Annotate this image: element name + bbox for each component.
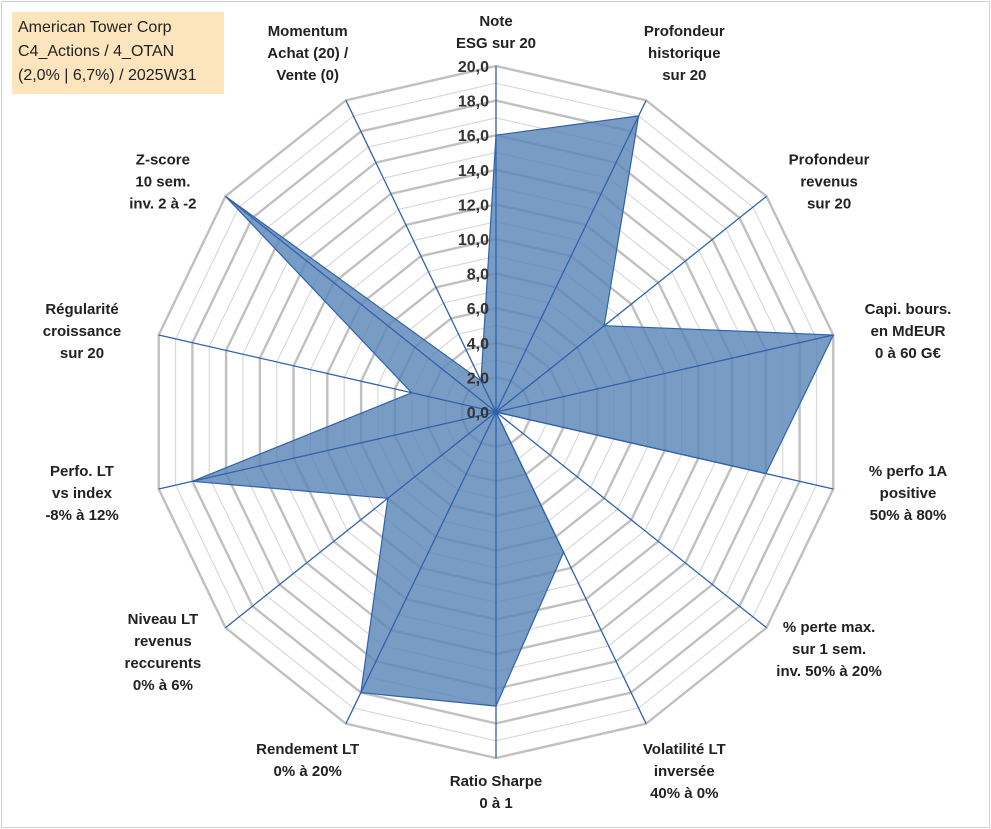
radar-tick-label: 10,0: [458, 232, 489, 249]
radar-spoke: [495, 334, 834, 413]
radar-axis-label-line: 0 à 1: [479, 795, 512, 812]
radar-axis-label-line: positive: [880, 485, 937, 502]
radar-spoke: [495, 411, 834, 490]
radar-axis-label-line: 0 à 60 G€: [875, 345, 942, 362]
radar-axis-label-line: inv. 50% à 20%: [776, 663, 882, 680]
radar-axis-label-line: Rendement LT: [256, 741, 359, 758]
radar-axis-label-line: 0% à 6%: [133, 677, 193, 694]
radar-axis-label: % perte max. sur 1 sem. inv. 50% à 20%: [776, 619, 882, 680]
radar-axis-label-line: revenus: [800, 174, 858, 191]
radar-axis-label: Volatilité LT inversée 40% à 0%: [643, 741, 726, 802]
radar-axis-label: Perfo. LT vs index -8% à 12%: [45, 463, 118, 524]
radar-axis-label-line: % perfo 1A: [869, 463, 948, 480]
radar-axis-label: Rendement LT 0% à 20%: [256, 741, 359, 780]
radar-spoke: [158, 411, 497, 490]
radar-spoke: [495, 195, 767, 413]
radar-axis-label-line: inv. 2 à -2: [129, 196, 196, 213]
info-box-company: American Tower Corp: [18, 19, 172, 36]
radar-series: [192, 115, 835, 707]
radar-axis-label: Régularité croissance sur 20: [43, 301, 121, 362]
radar-axis-label: Ratio Sharpe 0 à 1: [450, 773, 543, 812]
radar-axis-label-line: Niveau LT: [128, 611, 199, 628]
radar-axis-label-line: reccurents: [125, 655, 202, 672]
radar-axis-label-line: 0% à 20%: [274, 763, 342, 780]
radar-axis-label-line: 10 sem.: [135, 174, 190, 191]
radar-axis-label-line: 40% à 0%: [650, 785, 718, 802]
radar-spoke: [225, 411, 497, 629]
radar-spoke: [345, 100, 497, 413]
radar-axis-label-line: Régularité: [45, 301, 118, 318]
radar-axis-label: Z-score 10 sem. inv. 2 à -2: [129, 152, 196, 213]
radar-axis-label-line: sur 20: [60, 345, 104, 362]
radar-spoke: [225, 195, 497, 413]
radar-tick-label: 20,0: [458, 59, 489, 76]
radar-axis-label-line: Z-score: [136, 152, 190, 169]
radar-axis-label-line: en MdEUR: [871, 323, 946, 340]
radar-axis-label-line: Perfo. LT: [50, 463, 114, 480]
radar-axis-label-line: sur 20: [662, 67, 706, 84]
radar-series-area: [192, 115, 835, 707]
radar-axis-label-line: sur 1 sem.: [792, 641, 866, 658]
radar-spoke: [158, 334, 497, 413]
radar-axis-label-line: historique: [648, 45, 721, 62]
radar-tick-label: 18,0: [458, 94, 489, 111]
radar-tick-label: 2,0: [467, 370, 489, 387]
radar-axis-label-line: Ratio Sharpe: [450, 773, 543, 790]
radar-axis-label-line: croissance: [43, 323, 121, 340]
radar-tick-label: 4,0: [467, 336, 489, 353]
info-box: American Tower Corp C4_Actions / 4_OTAN …: [12, 12, 224, 94]
info-box-category: C4_Actions / 4_OTAN: [18, 43, 175, 60]
radar-axis-label-line: Momentum: [268, 23, 348, 40]
radar-axis-label: Niveau LT revenus reccurents 0% à 6%: [125, 611, 202, 694]
radar-axis-label: Profondeur revenus sur 20: [789, 152, 870, 213]
radar-axis-label-line: Volatilité LT: [643, 741, 726, 758]
radar-tick-label: 12,0: [458, 197, 489, 214]
radar-spoke: [495, 411, 647, 724]
radar-axis-label-line: 50% à 80%: [870, 507, 947, 524]
radar-axis-label-line: % perte max.: [783, 619, 876, 636]
radar-axis-label: Profondeur historique sur 20: [644, 23, 725, 84]
radar-axis-label: Momentum Achat (20) / Vente (0): [267, 23, 349, 84]
radar-axis-label-line: inversée: [654, 763, 715, 780]
radar-axis-label: Capi. bours. en MdEUR 0 à 60 G€: [865, 301, 952, 362]
radar-tick-labels: 0,0 2,0 4,0 6,0 8,0 10,0 12,0 14,0 16,0 18,0 20,0: [458, 59, 489, 422]
radar-tick-label: 6,0: [467, 301, 489, 318]
radar-spoke: [495, 100, 647, 413]
radar-tick-label: 16,0: [458, 128, 489, 145]
radar-axis-label-line: sur 20: [807, 196, 851, 213]
radar-axis-label-line: ESG sur 20: [456, 35, 536, 52]
radar-axis-label-line: Achat (20) /: [267, 45, 349, 62]
radar-spoke: [495, 411, 767, 629]
radar-axis-labels: Note ESG sur 20 Profondeur historique sur 20…: [43, 13, 952, 812]
radar-axis-label-line: vs index: [52, 485, 113, 502]
radar-spokes: [158, 66, 834, 758]
radar-tick-label: 14,0: [458, 163, 489, 180]
radar-axis-label-line: Profondeur: [789, 152, 870, 169]
radar-axis-label-line: Capi. bours.: [865, 301, 952, 318]
radar-spoke: [345, 411, 497, 724]
radar-axis-label-line: -8% à 12%: [45, 507, 118, 524]
info-box-stats: (2,0% | 6,7%) / 2025W31: [18, 67, 197, 84]
radar-axis-label-line: Note: [479, 13, 512, 30]
radar-tick-label: 8,0: [467, 267, 489, 284]
radar-axis-label-line: Profondeur: [644, 23, 725, 40]
radar-axis-label: Note ESG sur 20: [456, 13, 536, 52]
radar-axis-label-line: revenus: [134, 633, 192, 650]
radar-axis-label-line: Vente (0): [276, 67, 339, 84]
radar-tick-label: 0,0: [467, 405, 489, 422]
radar-axis-label: % perfo 1A positive 50% à 80%: [869, 463, 948, 524]
